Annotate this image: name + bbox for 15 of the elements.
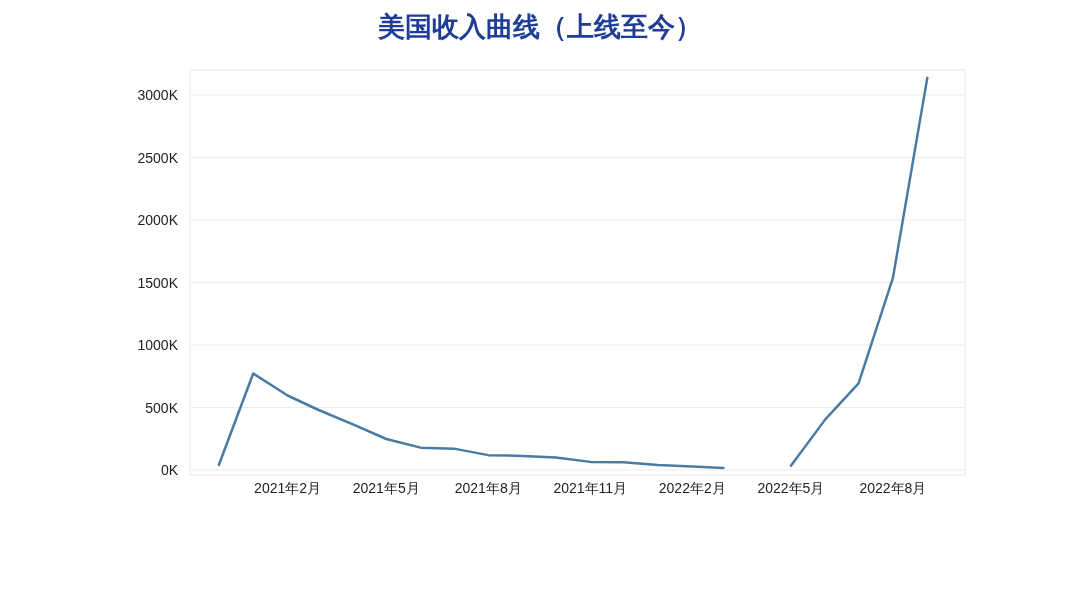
y-tick-label: 2000K — [137, 212, 179, 228]
x-tick-label: 2022年5月 — [757, 480, 825, 496]
y-tick-label: 0K — [160, 462, 179, 478]
y-tick-label: 1500K — [137, 274, 179, 291]
y-tick-label: 1000K — [137, 337, 179, 353]
y-tick-label: 2500K — [137, 149, 179, 166]
y-tick-label: 3000K — [137, 87, 179, 103]
x-tick-label: 2022年8月 — [859, 480, 927, 496]
x-tick-label: 2021年5月 — [352, 480, 420, 496]
x-tick-label: 2021年2月 — [254, 480, 322, 496]
chart-title: 美国收入曲线（上线至今） — [377, 12, 702, 42]
x-tick-label: 2021年8月 — [454, 480, 522, 496]
x-tick-label: 2021年11月 — [553, 480, 628, 496]
x-tick-label: 2022年2月 — [658, 480, 726, 496]
y-tick-label: 500K — [145, 399, 179, 416]
